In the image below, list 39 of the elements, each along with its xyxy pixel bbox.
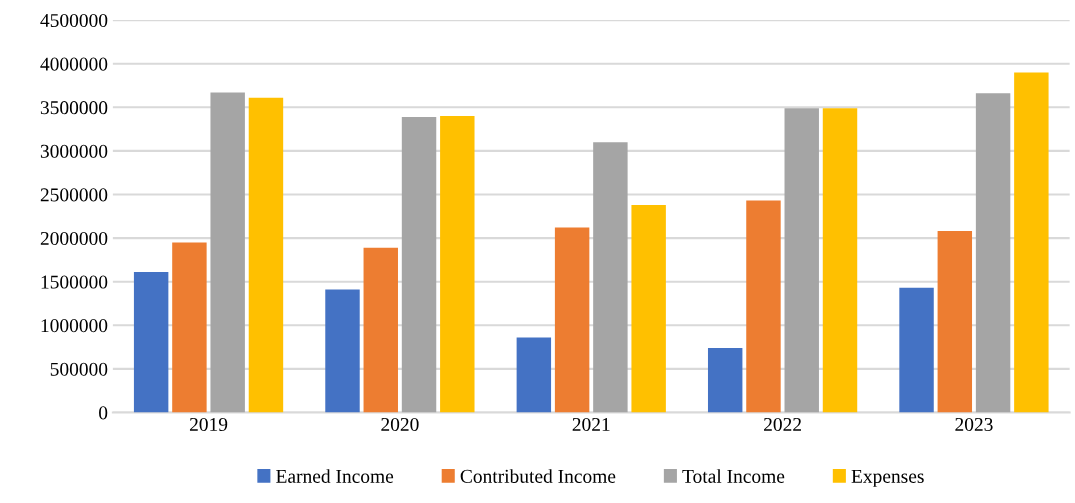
x-tick-label: 2022 bbox=[764, 417, 801, 432]
y-tick-label: 2000000 bbox=[40, 231, 108, 246]
x-tick-label: 2019 bbox=[189, 417, 228, 432]
bar bbox=[707, 347, 743, 413]
bar bbox=[401, 116, 437, 413]
bar bbox=[248, 97, 284, 413]
bar bbox=[325, 289, 360, 413]
y-tick-label: 2500000 bbox=[40, 188, 108, 202]
x-tick-label: 2023 bbox=[955, 417, 993, 432]
x-tick-label: 2020 bbox=[381, 417, 419, 432]
bar bbox=[172, 242, 207, 413]
bar bbox=[516, 337, 552, 413]
y-tick-label: 4000000 bbox=[40, 57, 108, 71]
x-tick-label: 2021 bbox=[572, 417, 610, 432]
legend-label: Total Income bbox=[682, 469, 785, 483]
bar bbox=[899, 287, 934, 413]
legend-label: Earned Income bbox=[276, 469, 394, 483]
bar bbox=[1014, 72, 1049, 413]
bar bbox=[554, 227, 590, 413]
y-tick-label: 500000 bbox=[50, 362, 108, 376]
bar bbox=[210, 92, 245, 413]
bar bbox=[440, 116, 475, 413]
y-tick-label: 3500000 bbox=[40, 101, 108, 115]
y-tick-label: 1000000 bbox=[41, 319, 108, 333]
bar bbox=[822, 108, 858, 413]
bar bbox=[593, 142, 628, 413]
bar bbox=[363, 247, 398, 413]
bar bbox=[631, 204, 666, 413]
y-tick-label: 3000000 bbox=[40, 144, 108, 158]
y-tick-label: 0 bbox=[99, 406, 108, 420]
y-tick-label: 1500000 bbox=[41, 275, 108, 289]
bar bbox=[746, 200, 781, 413]
bar bbox=[784, 108, 819, 413]
legend-label: Contributed Income bbox=[460, 469, 616, 483]
bar bbox=[937, 231, 973, 413]
bar bbox=[975, 93, 1011, 413]
y-tick-label: 4500000 bbox=[40, 13, 108, 28]
legend-label: Expenses bbox=[851, 469, 924, 487]
bar bbox=[133, 272, 169, 413]
